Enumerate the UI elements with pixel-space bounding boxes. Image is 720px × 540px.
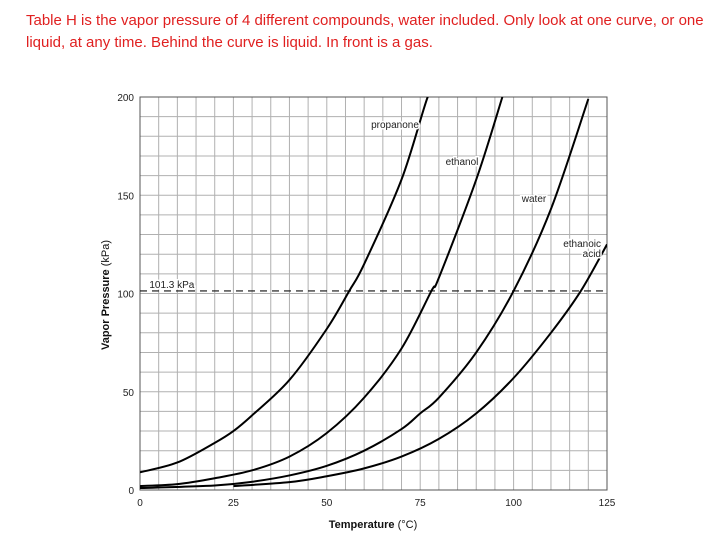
y-tick-label: 100 <box>117 290 134 301</box>
reference-line-group: 101.3 kPa <box>140 278 607 292</box>
x-tick-label: 100 <box>505 498 522 509</box>
x-axis-title-main: Temperature <box>329 519 395 531</box>
x-tick-label: 75 <box>415 498 427 509</box>
y-axis-title: Vapor Pressure (kPa) <box>100 240 112 350</box>
curve-label-propanone: propanone <box>371 120 419 131</box>
curve-water <box>140 98 590 490</box>
y-tick-label: 150 <box>117 191 134 202</box>
x-tick-label: 0 <box>137 498 143 509</box>
plot-frame <box>139 96 608 491</box>
y-axis-title-unit: (kPa) <box>100 240 112 269</box>
reference-line-label: 101.3 kPa <box>149 280 194 291</box>
y-axis-title-main: Vapor Pressure <box>100 269 112 350</box>
x-axis-title: Temperature (°C) <box>329 519 418 531</box>
curve-label-water: water <box>521 194 547 205</box>
x-tick-label: 50 <box>321 498 333 509</box>
y-tick-label: 0 <box>128 486 134 497</box>
curve-label-ethanol: ethanol <box>446 157 479 168</box>
x-tick-label: 125 <box>599 498 616 509</box>
curve-ethanoic-acid <box>233 243 607 488</box>
x-axis-title-unit: (°C) <box>395 519 418 531</box>
tick-labels: 0 25 50 75 100 125 0 50 100 150 200 <box>117 93 615 509</box>
curve-propanone <box>140 97 429 474</box>
y-tick-label: 200 <box>117 93 134 104</box>
curve-label-ethanoic-acid: acid <box>583 249 601 260</box>
grid <box>139 96 608 491</box>
curve-ethanol <box>140 97 504 488</box>
caption-text: Table H is the vapor pressure of 4 diffe… <box>26 12 704 51</box>
y-tick-label: 50 <box>123 388 135 399</box>
curve-label-ethanoic-acid: ethanoic <box>563 239 601 250</box>
curves <box>140 97 607 490</box>
x-tick-label: 25 <box>228 498 240 509</box>
